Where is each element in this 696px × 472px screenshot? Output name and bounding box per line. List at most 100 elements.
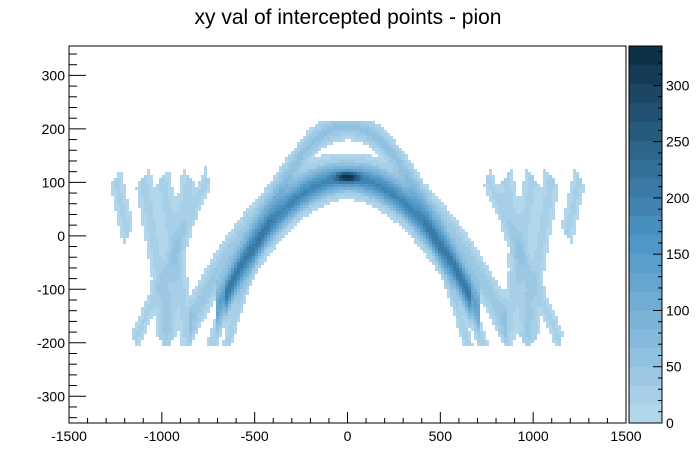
heatmap-cell <box>411 175 414 178</box>
heatmap-cell <box>162 244 165 247</box>
heatmap-cell <box>354 193 357 196</box>
heatmap-cell <box>186 337 189 340</box>
heatmap-cell <box>540 214 543 217</box>
heatmap-cell <box>264 223 267 226</box>
heatmap-cell <box>399 223 402 226</box>
heatmap-cell <box>459 259 462 262</box>
heatmap-cell <box>507 238 510 241</box>
heatmap-cell <box>285 172 288 175</box>
heatmap-cell <box>456 241 459 244</box>
heatmap-cell <box>414 169 417 172</box>
heatmap-cell <box>465 343 468 346</box>
heatmap-cell <box>462 232 465 235</box>
heatmap-cell <box>402 178 405 181</box>
heatmap-cell <box>231 256 234 259</box>
heatmap-cell <box>294 169 297 172</box>
heatmap-cell <box>315 190 318 193</box>
heatmap-cell <box>153 199 156 202</box>
heatmap-cell <box>165 181 168 184</box>
heatmap-cell <box>261 247 264 250</box>
heatmap-cell <box>309 127 312 130</box>
heatmap-cell <box>501 337 504 340</box>
heatmap-cell <box>183 253 186 256</box>
heatmap-cell <box>543 262 546 265</box>
heatmap-cell <box>258 229 261 232</box>
heatmap-cell <box>540 259 543 262</box>
heatmap-cell <box>315 202 318 205</box>
heatmap-cell <box>237 238 240 241</box>
heatmap-cell <box>549 322 552 325</box>
heatmap-cell <box>180 286 183 289</box>
heatmap-cell <box>276 241 279 244</box>
heatmap-cell <box>444 268 447 271</box>
heatmap-cell <box>408 181 411 184</box>
heatmap-cell <box>183 220 186 223</box>
heatmap-cell <box>429 241 432 244</box>
heatmap-cell <box>123 193 126 196</box>
heatmap-cell <box>303 178 306 181</box>
heatmap-cell <box>174 310 177 313</box>
heatmap-cell <box>120 196 123 199</box>
heatmap-cell <box>195 328 198 331</box>
heatmap-cell <box>318 157 321 160</box>
heatmap-cell <box>525 244 528 247</box>
heatmap-cell <box>369 169 372 172</box>
heatmap-cell <box>495 196 498 199</box>
heatmap-cell <box>246 268 249 271</box>
heatmap-cell <box>453 262 456 265</box>
heatmap-cell <box>159 238 162 241</box>
heatmap-cell <box>192 322 195 325</box>
heatmap-cell <box>345 160 348 163</box>
heatmap-cell <box>393 217 396 220</box>
heatmap-cell <box>267 184 270 187</box>
heatmap-cell <box>432 259 435 262</box>
heatmap-cell <box>273 217 276 220</box>
heatmap-cell <box>201 274 204 277</box>
heatmap-cell <box>546 241 549 244</box>
heatmap-cell <box>381 205 384 208</box>
heatmap-cell <box>522 262 525 265</box>
heatmap-cell <box>285 157 288 160</box>
heatmap-cell <box>393 148 396 151</box>
heatmap-cell <box>441 271 444 274</box>
heatmap-cell <box>306 205 309 208</box>
heatmap-cell <box>270 250 273 253</box>
heatmap-cell <box>180 322 183 325</box>
heatmap-cell <box>186 193 189 196</box>
heatmap-cell <box>333 175 336 178</box>
heatmap-cell <box>294 199 297 202</box>
heatmap-cell <box>162 301 165 304</box>
heatmap-cell <box>456 247 459 250</box>
heatmap-cell <box>324 157 327 160</box>
heatmap-cell <box>180 325 183 328</box>
heatmap-cell <box>582 187 585 190</box>
heatmap-cell <box>252 265 255 268</box>
heatmap-cell <box>429 196 432 199</box>
heatmap-cell <box>156 250 159 253</box>
heatmap-cell <box>156 193 159 196</box>
heatmap-cell <box>498 202 501 205</box>
heatmap-cell <box>237 226 240 229</box>
heatmap-cell <box>213 319 216 322</box>
heatmap-cell <box>273 196 276 199</box>
heatmap-cell <box>492 289 495 292</box>
heatmap-cell <box>519 244 522 247</box>
heatmap-cell <box>555 337 558 340</box>
heatmap-cell <box>186 211 189 214</box>
heatmap-cell <box>405 208 408 211</box>
heatmap-cell <box>270 235 273 238</box>
heatmap-cell <box>426 202 429 205</box>
heatmap-cell <box>531 205 534 208</box>
heatmap-cell <box>174 295 177 298</box>
heatmap-cell <box>372 157 375 160</box>
heatmap-cell <box>543 214 546 217</box>
heatmap-cell <box>309 211 312 214</box>
heatmap-cell <box>195 205 198 208</box>
heatmap-cell <box>177 232 180 235</box>
heatmap-cell <box>498 325 501 328</box>
heatmap-cell <box>483 268 486 271</box>
heatmap-cell <box>264 217 267 220</box>
heatmap-cell <box>195 208 198 211</box>
heatmap-cell <box>474 325 477 328</box>
heatmap-cell <box>357 127 360 130</box>
